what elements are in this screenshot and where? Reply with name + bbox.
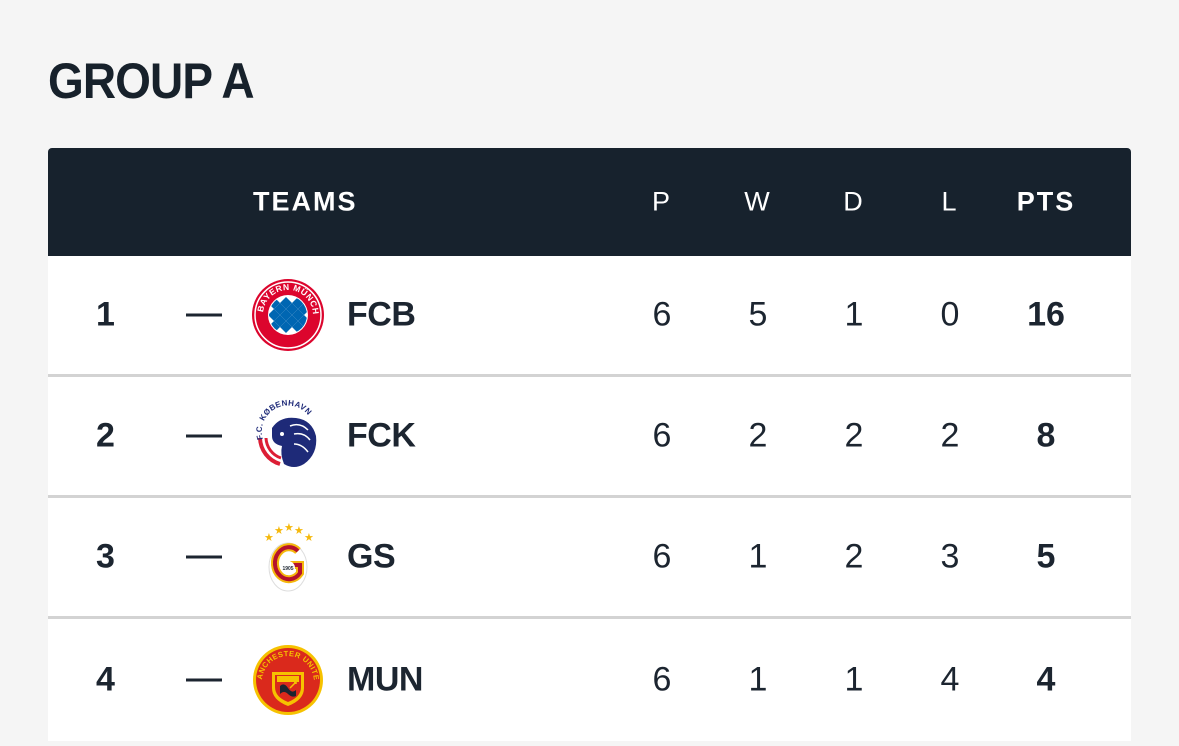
won-value: 1 — [748, 537, 768, 576]
svg-text:★: ★ — [304, 532, 314, 544]
won-value: 1 — [748, 660, 768, 699]
lost-value: 2 — [940, 416, 960, 455]
fc-kobenhavn-crest-icon: F.C. KØBENHAVN — [250, 398, 326, 474]
drawn-value: 1 — [844, 660, 864, 699]
header-teams[interactable]: TEAMS — [253, 186, 358, 217]
manchester-united-crest-icon: MANCHESTER UNITED — [247, 635, 326, 718]
position-unchanged-icon — [186, 678, 222, 682]
played-value: 6 — [652, 295, 672, 334]
lost-value: 4 — [940, 660, 960, 699]
team-name[interactable]: GS — [347, 537, 396, 576]
points-value: 4 — [1036, 660, 1056, 699]
table-row[interactable]: 3 ★ ★ ★ ★ ★ 1905 GS 6 1 2 3 5 — [48, 498, 1131, 619]
header-won[interactable]: W — [744, 186, 772, 217]
fc-bayern-crest-icon: FC BAYERN MÜNCHEN — [247, 269, 326, 353]
header-points[interactable]: PTS — [1016, 186, 1076, 217]
table-row[interactable]: 4 MANCHESTER UNITED MUN 6 1 1 4 — [48, 619, 1131, 741]
standings-table: TEAMS P W D L PTS 1 FC BAYERN MÜNCHEN — [48, 148, 1131, 741]
position-unchanged-icon — [186, 434, 222, 438]
team-name[interactable]: MUN — [347, 660, 423, 699]
table-header: TEAMS P W D L PTS — [48, 148, 1131, 256]
lost-value: 3 — [940, 537, 960, 576]
table-row[interactable]: 1 FC BAYERN MÜNCHEN — [48, 256, 1131, 377]
won-value: 2 — [748, 416, 768, 455]
team-name[interactable]: FCB — [347, 295, 416, 334]
points-value: 8 — [1036, 416, 1056, 455]
drawn-value: 1 — [844, 295, 864, 334]
rank: 4 — [96, 660, 115, 699]
table-row[interactable]: 2 F.C. KØBENHAVN FCK 6 2 2 2 — [48, 377, 1131, 498]
won-value: 5 — [748, 295, 768, 334]
points-value: 5 — [1036, 537, 1056, 576]
played-value: 6 — [652, 416, 672, 455]
rank: 2 — [96, 416, 115, 455]
drawn-value: 2 — [844, 416, 864, 455]
crest-text: 1905 — [282, 566, 293, 572]
svg-text:★: ★ — [294, 525, 304, 537]
svg-text:★: ★ — [264, 532, 274, 544]
drawn-value: 2 — [844, 537, 864, 576]
header-drawn[interactable]: D — [843, 186, 865, 217]
team-name[interactable]: FCK — [347, 416, 416, 455]
position-unchanged-icon — [186, 555, 222, 559]
galatasaray-crest-icon: ★ ★ ★ ★ ★ 1905 — [250, 519, 326, 595]
position-unchanged-icon — [186, 313, 222, 317]
svg-text:★: ★ — [284, 522, 294, 534]
played-value: 6 — [652, 537, 672, 576]
lost-value: 0 — [940, 295, 960, 334]
rank: 3 — [96, 537, 115, 576]
group-title: GROUP A — [48, 53, 255, 109]
played-value: 6 — [652, 660, 672, 699]
points-value: 16 — [1027, 295, 1065, 334]
header-played[interactable]: P — [651, 186, 672, 217]
header-lost[interactable]: L — [941, 186, 959, 217]
rank: 1 — [96, 295, 115, 334]
svg-text:★: ★ — [274, 525, 284, 537]
